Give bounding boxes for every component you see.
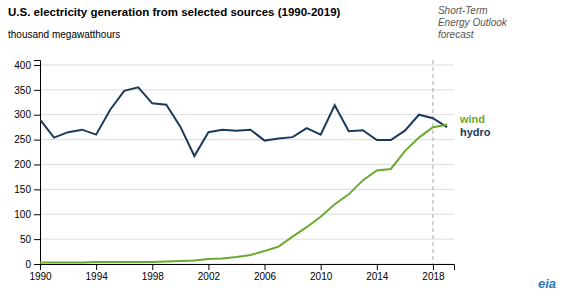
y-tick-mark	[34, 239, 40, 240]
y-tick-mark	[34, 189, 40, 190]
x-tick: 2006	[254, 264, 277, 282]
x-tick-label: 2018	[422, 271, 445, 282]
x-tick: 2014	[366, 264, 389, 282]
y-tick-label: 50	[20, 234, 32, 245]
x-tick: 2010	[310, 264, 333, 282]
chart: U.S. electricity generation from selecte…	[0, 0, 564, 294]
forecast-line	[432, 60, 433, 264]
grid-line	[40, 189, 454, 190]
grid-line	[40, 214, 454, 215]
x-tick-mark	[152, 264, 153, 270]
series-label: hydro	[460, 126, 491, 138]
x-tick-label: 2014	[366, 271, 389, 282]
y-tick: 0	[25, 259, 40, 270]
y-tick-label: 200	[14, 159, 31, 170]
y-tick: 100	[14, 209, 40, 220]
y-tick-mark	[34, 90, 40, 91]
y-tick: 400	[14, 60, 40, 71]
y-tick-mark	[34, 65, 40, 66]
y-tick: 150	[14, 184, 40, 195]
x-tick-mark	[377, 264, 378, 270]
grid	[40, 65, 454, 264]
forecast-label: Short-TermEnergy Outlookforecast	[438, 5, 508, 40]
y-tick: 350	[14, 85, 40, 96]
y-axis-line	[34, 61, 41, 265]
x-tick-label: 2006	[254, 271, 277, 282]
y-tick-label: 100	[14, 209, 31, 220]
x-tick-label: 1998	[142, 271, 165, 282]
series-line	[40, 125, 447, 263]
x-tick-mark	[433, 264, 434, 270]
y-tick-mark	[34, 164, 40, 165]
x-tick-mark	[96, 264, 97, 270]
title: U.S. electricity generation from selecte…	[8, 6, 341, 18]
x-tick: 2002	[198, 264, 221, 282]
x-tick-label: 1994	[86, 271, 109, 282]
y-tick-label: 350	[14, 85, 31, 96]
y-tick-label: 400	[14, 60, 31, 71]
y-tick: 200	[14, 159, 40, 170]
x-tick-label: 2002	[198, 271, 221, 282]
x-axis-line	[41, 265, 455, 271]
y-axis: 0 50 100 150 200 250 300 350 400	[14, 60, 40, 270]
y-tick-label: 300	[14, 109, 31, 120]
y-label: thousand megawatthours	[8, 29, 120, 40]
x-tick-label: 1990	[29, 271, 52, 282]
grid-line	[40, 64, 454, 65]
y-tick-label: 250	[14, 134, 31, 145]
y-tick: 250	[14, 134, 40, 145]
x-tick-mark	[321, 264, 322, 270]
forecast-label-line: forecast	[438, 29, 475, 40]
grid-line	[40, 164, 454, 165]
x-tick: 1990	[29, 264, 52, 282]
x-tick: 1994	[86, 264, 109, 282]
series-line	[40, 87, 447, 156]
x-tick-label: 2010	[310, 271, 333, 282]
series-label: wind	[459, 113, 485, 125]
grid-line	[40, 114, 454, 115]
y-tick-label: 0	[25, 259, 31, 270]
forecast-label-line: Short-Term	[438, 5, 488, 16]
y-tick-label: 150	[14, 184, 31, 195]
y-tick: 50	[20, 234, 40, 245]
forecast-label-line: Energy Outlook	[438, 17, 508, 28]
logo-text: eia	[538, 276, 556, 291]
x-tick: 2018	[422, 264, 445, 282]
y-tick-mark	[34, 264, 40, 265]
grid-line	[40, 89, 454, 90]
x-axis: 1990 1994 1998 2002 2006 2010 2014 2018	[29, 264, 454, 282]
grid-line	[40, 239, 454, 240]
x-tick-mark	[208, 264, 209, 270]
plot-area	[40, 60, 447, 264]
x-tick-mark	[265, 264, 266, 270]
y-tick-mark	[34, 140, 40, 141]
y-tick: 300	[14, 109, 40, 120]
y-tick-mark	[34, 214, 40, 215]
y-tick-mark	[34, 115, 40, 116]
x-tick: 1998	[142, 264, 165, 282]
